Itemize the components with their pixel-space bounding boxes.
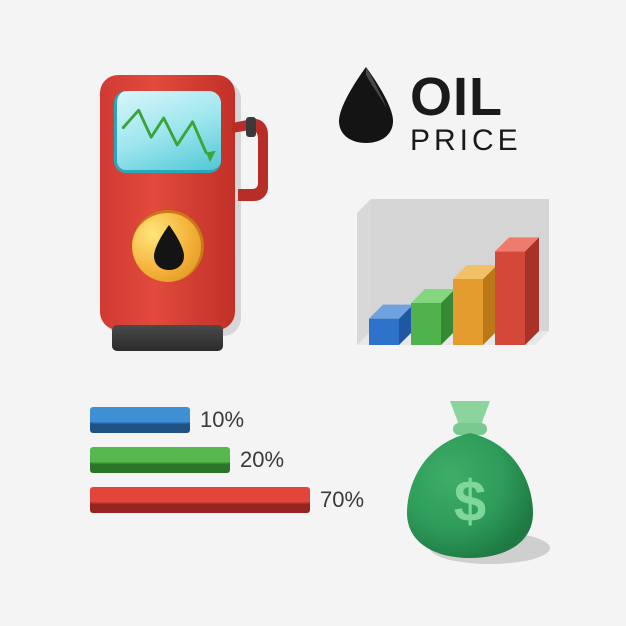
- money-bag-icon: $: [395, 393, 545, 568]
- hbar-label: 70%: [320, 487, 364, 513]
- title-line2: PRICE: [410, 126, 580, 156]
- hbar: [90, 407, 190, 433]
- title: OIL PRICE: [410, 70, 580, 156]
- hbar-label: 20%: [240, 447, 284, 473]
- hbar: [90, 487, 310, 513]
- oil-drop-icon: [335, 65, 397, 145]
- infographic-canvas: OIL PRICE 10% 20% 70% $: [0, 0, 626, 626]
- hbar-row: 70%: [90, 485, 390, 515]
- title-line1: OIL: [410, 70, 580, 124]
- gas-pump-emblem: [132, 210, 204, 282]
- money-bag-symbol: $: [454, 469, 486, 534]
- bar-chart-3d: [345, 195, 555, 365]
- gas-pump-icon: [100, 75, 275, 355]
- hbar-row: 20%: [90, 445, 390, 475]
- hbar: [90, 447, 230, 473]
- hbar-label: 10%: [200, 407, 244, 433]
- horizontal-bars: 10% 20% 70%: [90, 405, 390, 525]
- hbar-row: 10%: [90, 405, 390, 435]
- gas-pump-base: [112, 325, 223, 351]
- gas-pump-screen: [114, 91, 221, 173]
- gas-pump-nozzle: [228, 115, 272, 215]
